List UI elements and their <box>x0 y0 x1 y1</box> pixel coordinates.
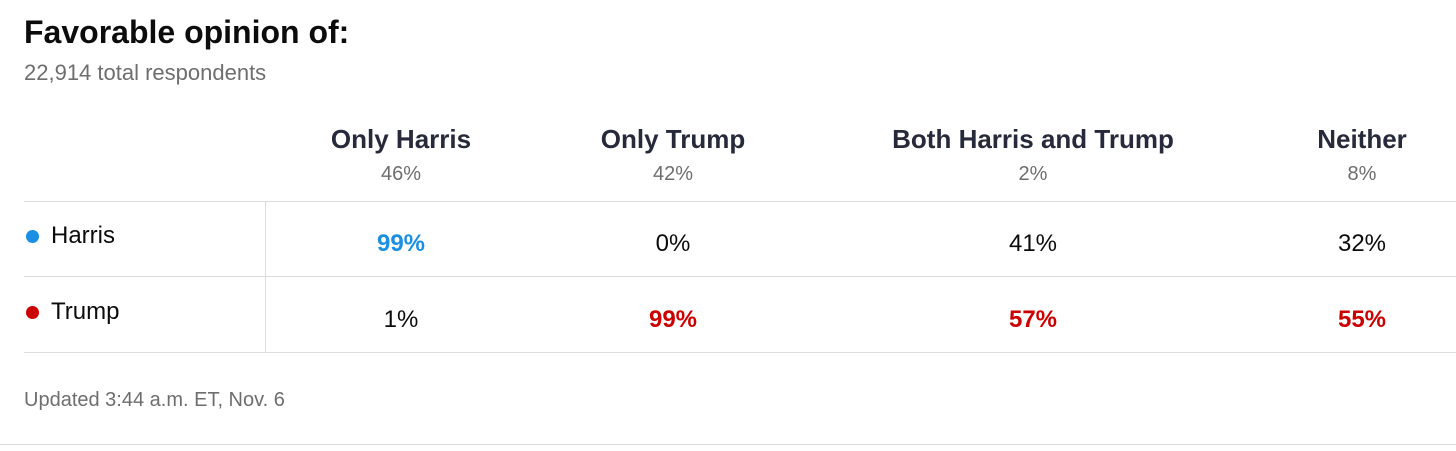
cell: 99% <box>648 306 698 333</box>
legend-dot <box>26 305 39 319</box>
divider <box>0 444 1456 445</box>
row-label: Harris <box>26 222 115 250</box>
column-share: 42% <box>652 163 694 185</box>
column-header: Only Trump <box>600 124 746 154</box>
column-header: Neither <box>1317 124 1407 154</box>
divider <box>24 352 1456 353</box>
cell: 57% <box>1008 306 1058 333</box>
column-divider <box>265 201 266 352</box>
divider <box>24 201 1456 202</box>
cell: 1% <box>383 306 419 333</box>
row-label: Trump <box>26 298 119 326</box>
footer: Updated 3:44 a.m. ET, Nov. 6 <box>24 389 285 411</box>
cell: 0% <box>655 230 691 257</box>
cell: 55% <box>1337 306 1387 333</box>
column-share: 46% <box>380 163 422 185</box>
column-share: 2% <box>1018 163 1048 185</box>
cell: 99% <box>376 230 426 257</box>
row-name: Trump <box>51 298 120 325</box>
subtitle: 22,914 total respondents <box>24 60 267 85</box>
column-header: Only Harris <box>330 124 472 154</box>
legend-dot <box>26 229 39 243</box>
divider <box>24 276 1456 277</box>
cell: 32% <box>1337 230 1387 257</box>
column-header: Both Harris and Trump <box>892 124 1174 154</box>
cell: 41% <box>1008 230 1058 257</box>
row-name: Harris <box>51 222 115 249</box>
column-share: 8% <box>1347 163 1377 185</box>
title: Favorable opinion of: <box>24 14 350 50</box>
